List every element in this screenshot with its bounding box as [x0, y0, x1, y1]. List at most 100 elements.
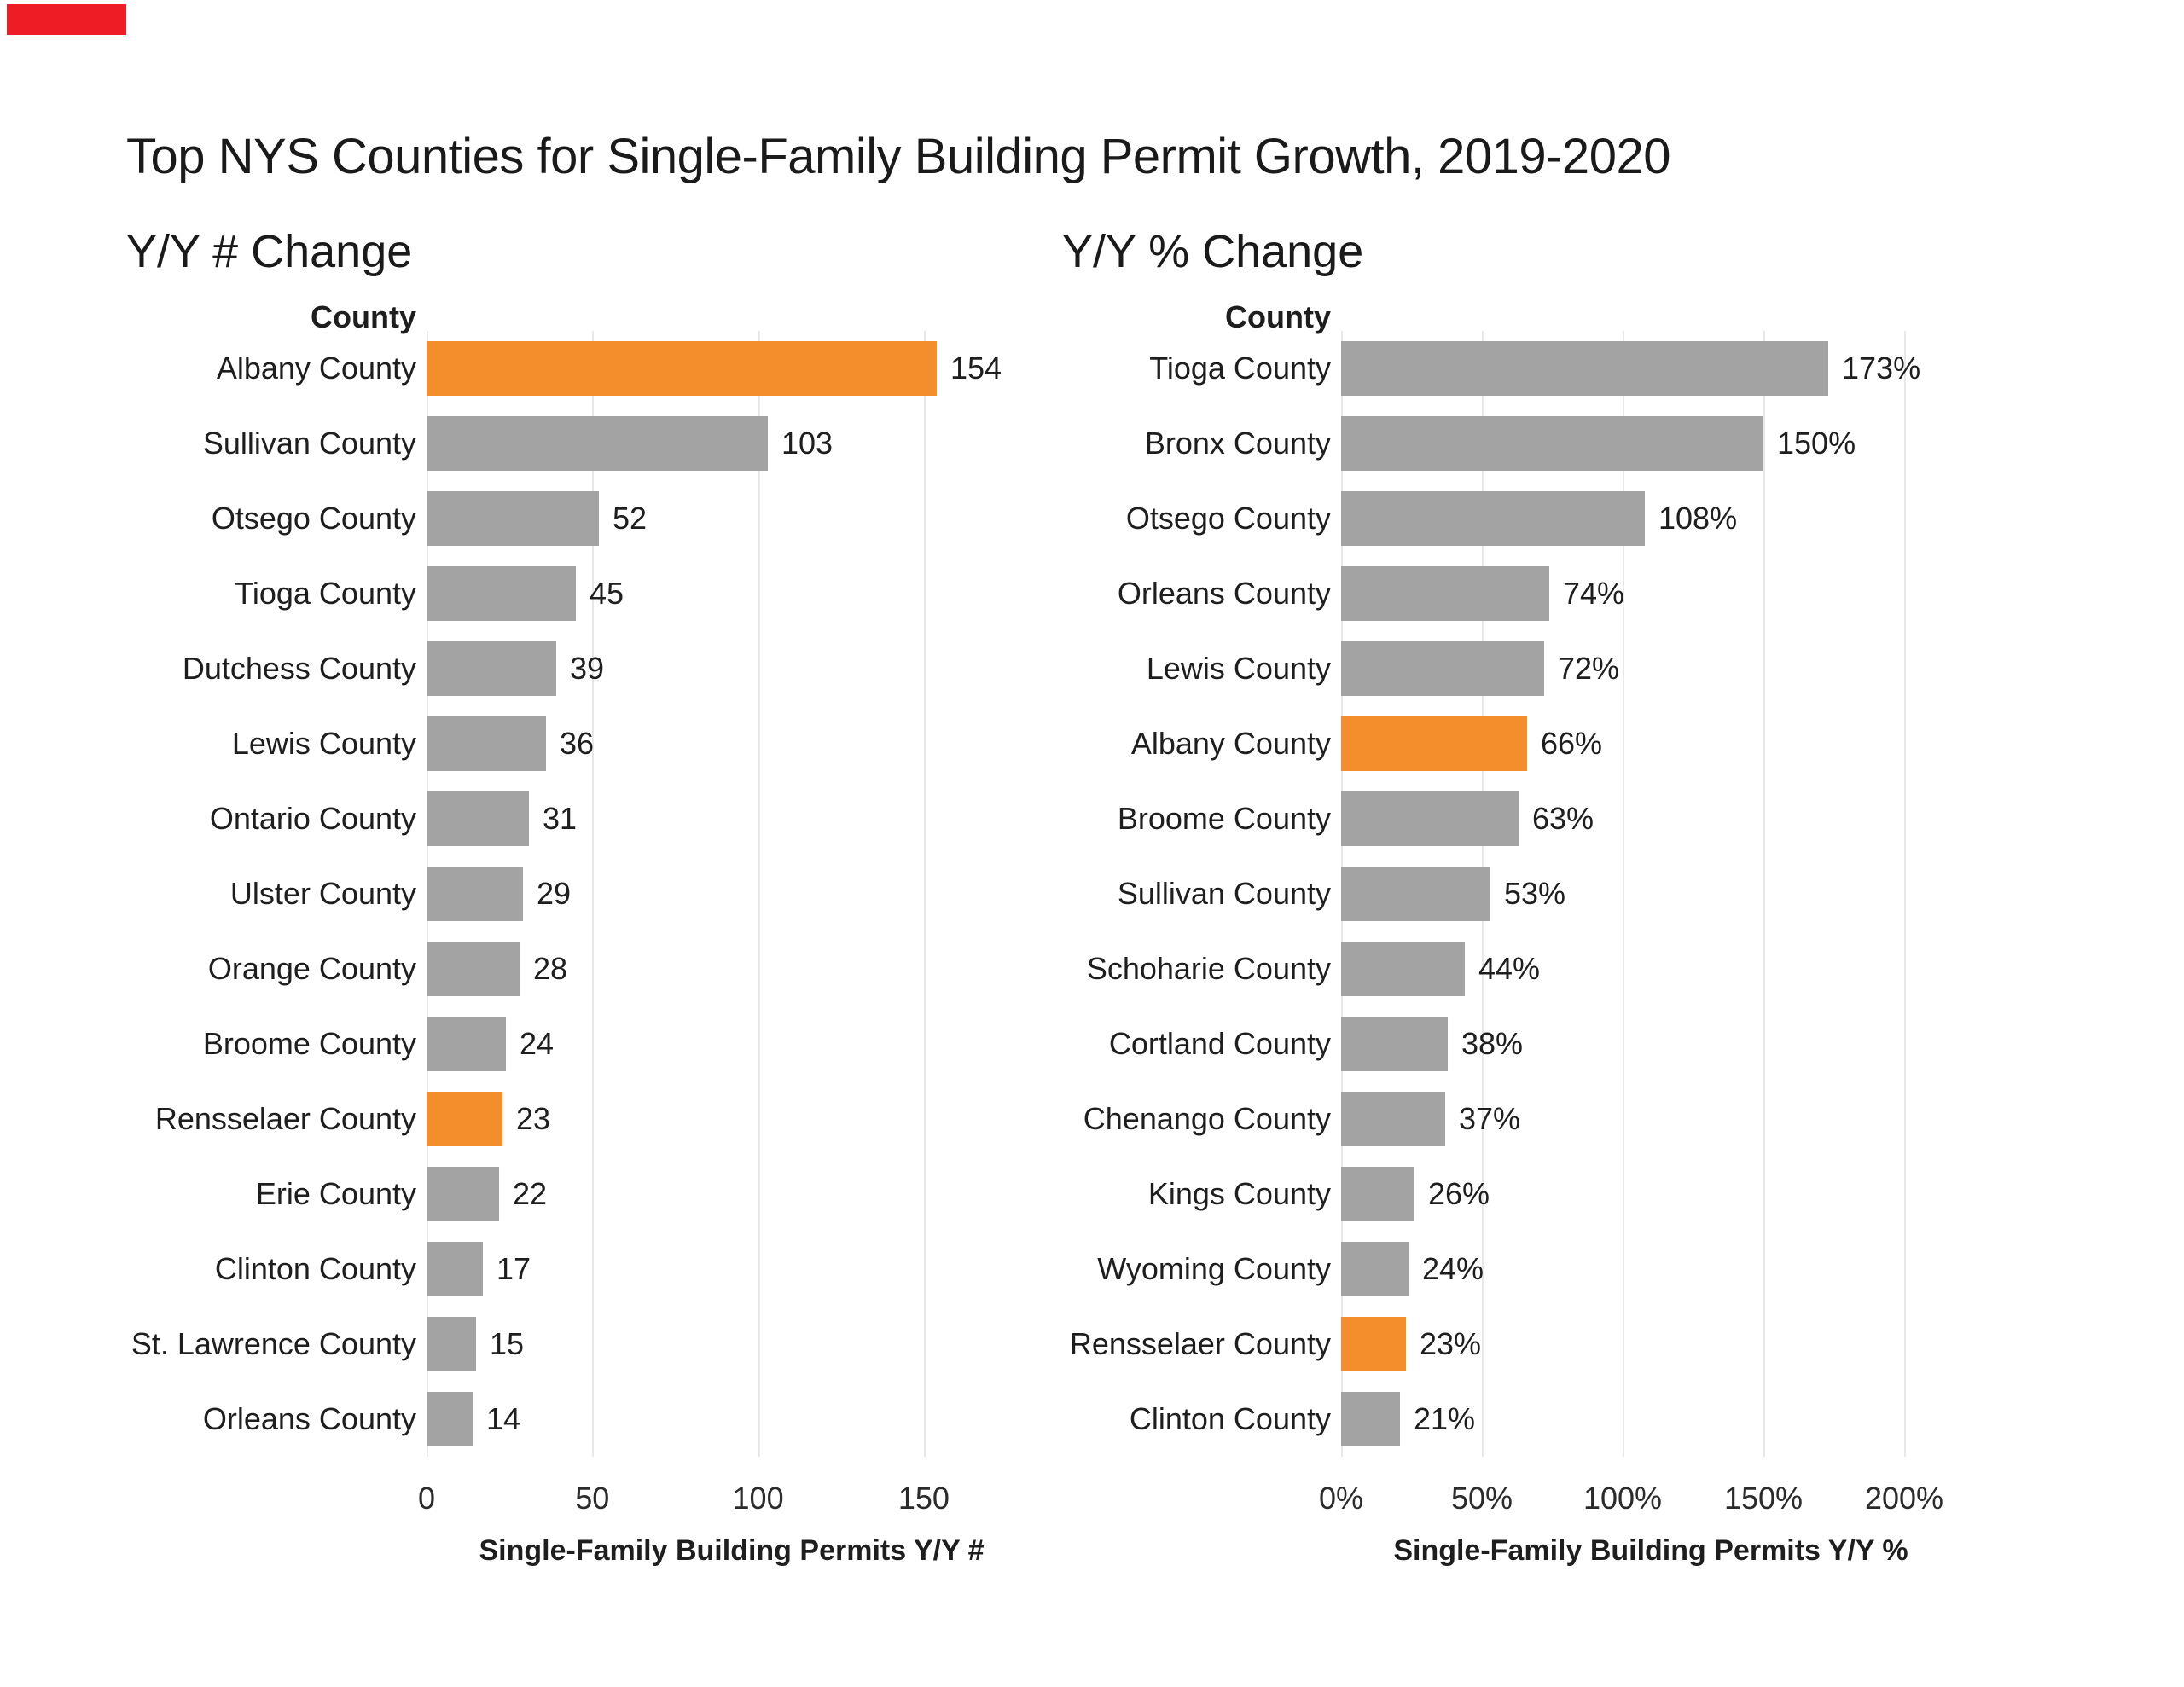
category-label: Chenango County: [1083, 1101, 1331, 1136]
value-label: 74%: [1563, 576, 1625, 611]
category-label: Dutchess County: [182, 651, 416, 686]
value-label: 17: [497, 1251, 531, 1286]
page-title: Top NYS Counties for Single-Family Build…: [126, 129, 1670, 184]
category-label: Erie County: [255, 1176, 416, 1211]
category-label: Wyoming County: [1097, 1251, 1331, 1286]
bar[interactable]: [1341, 1092, 1445, 1146]
category-label: Kings County: [1147, 1176, 1331, 1211]
x-tick-label: 150: [897, 1481, 950, 1516]
corner-red-marker: [7, 4, 126, 35]
bar[interactable]: [427, 1242, 483, 1296]
value-label: 103: [781, 426, 834, 461]
category-label: Otsego County: [211, 501, 416, 536]
value-label: 23%: [1420, 1326, 1482, 1361]
value-label: 15: [490, 1326, 525, 1361]
column-header: County: [1225, 299, 1331, 334]
value-label: 24%: [1422, 1251, 1484, 1286]
bar-highlighted[interactable]: [427, 341, 937, 396]
value-label: 28: [533, 951, 568, 986]
bar[interactable]: [1341, 942, 1465, 996]
category-label: Rensselaer County: [1069, 1326, 1331, 1361]
category-label: Bronx County: [1144, 426, 1331, 461]
bar[interactable]: [427, 1392, 473, 1446]
bar[interactable]: [427, 566, 576, 621]
bar[interactable]: [427, 641, 556, 696]
value-label: 173%: [1842, 351, 1921, 386]
x-tick-label: 150%: [1723, 1481, 1804, 1516]
value-label: 26%: [1428, 1176, 1490, 1211]
value-label: 21%: [1414, 1401, 1476, 1436]
value-label: 150%: [1777, 426, 1856, 461]
x-tick-label: 0: [417, 1481, 436, 1516]
gridline: [1904, 331, 1906, 1457]
bar[interactable]: [427, 1017, 506, 1071]
bar[interactable]: [1341, 416, 1763, 471]
bar[interactable]: [1341, 867, 1490, 921]
bar[interactable]: [427, 942, 520, 996]
category-label: Clinton County: [1129, 1401, 1331, 1436]
category-label: Broome County: [202, 1026, 416, 1061]
left-chart-subtitle: Y/Y # Change: [126, 226, 413, 277]
x-axis-label: Single-Family Building Permits Y/Y #: [479, 1534, 985, 1567]
bar[interactable]: [1341, 641, 1544, 696]
category-label: Lewis County: [1146, 651, 1331, 686]
category-label: Tioga County: [235, 576, 416, 611]
value-label: 31: [543, 801, 578, 836]
bar-highlighted[interactable]: [1341, 1317, 1406, 1371]
value-label: 53%: [1504, 876, 1566, 911]
bar[interactable]: [427, 416, 768, 471]
gridline: [1623, 331, 1624, 1457]
x-tick-label: 0%: [1318, 1481, 1364, 1516]
category-label: Clinton County: [214, 1251, 416, 1286]
value-label: 36: [560, 726, 595, 761]
bar[interactable]: [1341, 1392, 1400, 1446]
bar[interactable]: [1341, 491, 1645, 546]
category-label: Ulster County: [229, 876, 416, 911]
gridline: [758, 331, 760, 1457]
bar[interactable]: [1341, 566, 1549, 621]
category-label: Lewis County: [231, 726, 416, 761]
value-label: 52: [613, 501, 648, 536]
bar[interactable]: [427, 791, 529, 846]
category-label: Otsego County: [1125, 501, 1331, 536]
bar[interactable]: [427, 1167, 499, 1221]
value-label: 24: [520, 1026, 555, 1061]
category-label: Broome County: [1117, 801, 1331, 836]
category-label: Orleans County: [1117, 576, 1331, 611]
category-label: Albany County: [1130, 726, 1331, 761]
x-tick-label: 200%: [1864, 1481, 1944, 1516]
x-tick-label: 50%: [1450, 1481, 1513, 1516]
plot-area: 173% 150% 108% 74% 72% 66% 63% 53% 44% 38% 37% 26% 2…: [1341, 331, 1960, 1457]
value-label: 39: [570, 651, 605, 686]
bar[interactable]: [427, 491, 599, 546]
category-label: Ontario County: [209, 801, 416, 836]
bar[interactable]: [427, 1317, 476, 1371]
category-label: Albany County: [216, 351, 416, 386]
bar[interactable]: [1341, 341, 1828, 396]
value-label: 38%: [1461, 1026, 1524, 1061]
x-tick-label: 100%: [1583, 1481, 1663, 1516]
category-label: Orleans County: [202, 1401, 416, 1436]
x-axis-label: Single-Family Building Permits Y/Y %: [1393, 1534, 1908, 1567]
bar[interactable]: [427, 716, 546, 771]
bar[interactable]: [1341, 1167, 1414, 1221]
right-chart-subtitle: Y/Y % Change: [1062, 226, 1364, 277]
x-tick-label: 50: [575, 1481, 610, 1516]
bar[interactable]: [1341, 791, 1519, 846]
category-label: Cortland County: [1108, 1026, 1331, 1061]
bar-highlighted[interactable]: [427, 1092, 502, 1146]
value-label: 72%: [1558, 651, 1620, 686]
category-label: Orange County: [207, 951, 416, 986]
gridline: [924, 331, 926, 1457]
category-label: Schoharie County: [1086, 951, 1331, 986]
value-label: 63%: [1532, 801, 1594, 836]
category-label: Rensselaer County: [154, 1101, 416, 1136]
bar[interactable]: [427, 867, 523, 921]
x-tick-label: 100: [732, 1481, 784, 1516]
value-label: 66%: [1541, 726, 1603, 761]
value-label: 44%: [1478, 951, 1541, 986]
bar[interactable]: [1341, 1242, 1409, 1296]
bar[interactable]: [1341, 1017, 1448, 1071]
bar-highlighted[interactable]: [1341, 716, 1527, 771]
